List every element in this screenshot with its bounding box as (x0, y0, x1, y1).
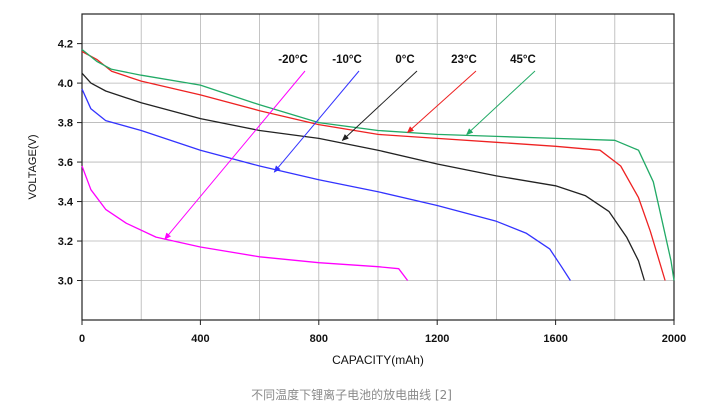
x-tick-label: 400 (191, 333, 209, 345)
x-axis-ticks: 0 400 800 1200 1600 2000 (79, 320, 686, 345)
y-tick-label: 3.2 (58, 236, 73, 248)
y-tick-label: 3.0 (58, 276, 73, 288)
figure-caption: 不同温度下锂离子电池的放电曲线 [2] (251, 388, 452, 402)
y-axis-ticks: 3.0 3.2 3.4 3.6 3.8 4.0 4.2 (58, 39, 82, 288)
annotation-label: 23°C (451, 54, 477, 66)
x-tick-label: 1600 (543, 333, 567, 345)
x-tick-label: 800 (310, 333, 328, 345)
series-line--10c (81, 88, 571, 281)
y-tick-label: 3.6 (58, 157, 73, 169)
x-tick-label: 0 (79, 333, 85, 345)
annotation-arrow (164, 70, 306, 240)
x-tick-label: 1200 (425, 333, 449, 345)
y-tick-label: 4.2 (58, 39, 73, 51)
annotation-arrow (273, 70, 360, 173)
series-line-0c (81, 72, 646, 281)
series-line--20c (81, 165, 409, 281)
y-tick-label: 3.4 (58, 197, 74, 209)
series-line-45c (81, 48, 675, 281)
discharge-curve-chart: 0 400 800 1200 1600 2000 3.0 3.2 3.4 3.6 3.8 4.0 4.… (27, 13, 686, 367)
annotation-label: 45°C (510, 54, 536, 66)
x-tick-label: 2000 (662, 333, 686, 345)
series-lines (81, 48, 675, 281)
annotation-arrow (406, 70, 477, 134)
annotation-label: 0°C (395, 54, 414, 66)
annotation-label: -10°C (332, 54, 362, 66)
annotation-label: -20°C (278, 54, 308, 66)
y-tick-label: 4.0 (58, 78, 73, 90)
annotation-arrow (466, 70, 536, 136)
annotations: -20°C -10°C 0°C 23°C 45°C (164, 54, 536, 240)
series-line-23c (81, 50, 666, 281)
x-axis-label: CAPACITY(mAh) (332, 353, 424, 367)
y-axis-label: VOLTAGE(V) (27, 135, 39, 200)
grid-lines (82, 14, 674, 320)
annotation-arrow (341, 70, 418, 142)
y-tick-label: 3.8 (58, 118, 73, 130)
